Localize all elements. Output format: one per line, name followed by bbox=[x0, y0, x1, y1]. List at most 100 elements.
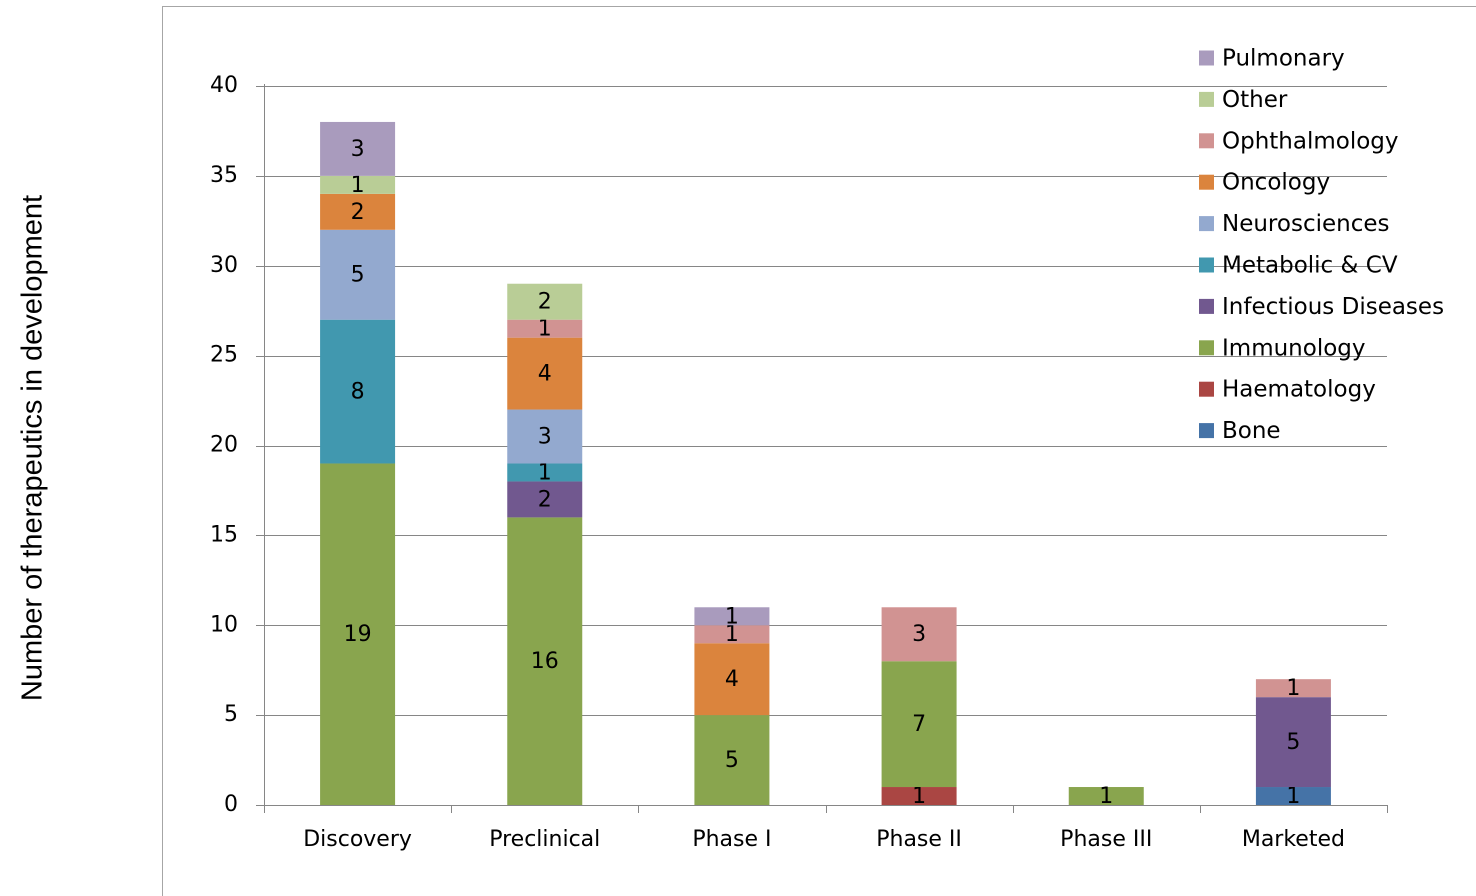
y-tick-label: 40 bbox=[210, 73, 238, 98]
data-label: 1 bbox=[725, 604, 739, 629]
y-tick-label: 0 bbox=[224, 792, 238, 817]
bar-stack-phase-iii: 1 bbox=[1068, 784, 1144, 809]
data-label: 4 bbox=[725, 667, 739, 692]
legend-swatch bbox=[1199, 91, 1214, 107]
y-tick-label: 35 bbox=[210, 163, 238, 188]
bar-segment-pulmonary bbox=[694, 607, 770, 626]
data-label: 4 bbox=[538, 362, 552, 387]
legend-label: Immunology bbox=[1222, 335, 1366, 361]
data-label: 2 bbox=[538, 487, 552, 512]
data-label: 1 bbox=[1286, 784, 1300, 809]
bar-segment-ophthalmology bbox=[507, 319, 583, 338]
legend-swatch bbox=[1199, 216, 1214, 232]
data-label: 5 bbox=[351, 263, 365, 288]
bar-segment-immunology bbox=[1068, 787, 1144, 805]
bar-segment-other bbox=[320, 175, 396, 194]
legend-label: Ophthalmology bbox=[1222, 128, 1399, 154]
data-label: 2 bbox=[538, 290, 552, 315]
data-label: 1 bbox=[725, 622, 739, 647]
bar-stack-phase-ii: 1 7 3 bbox=[881, 607, 957, 809]
y-axis-label: Number of therapeutics in development bbox=[17, 195, 49, 701]
x-tick-label: Phase III bbox=[1060, 827, 1152, 852]
legend: Pulmonary Other Ophthalmology Oncology Neuro… bbox=[1199, 46, 1444, 444]
legend-swatch bbox=[1199, 381, 1214, 397]
bar-segment-infectious-diseases bbox=[507, 481, 583, 518]
x-tick-label: Marketed bbox=[1242, 827, 1345, 852]
data-label: 3 bbox=[912, 622, 926, 647]
legend-item-bone: Bone bbox=[1199, 418, 1281, 444]
data-label: 8 bbox=[351, 380, 365, 405]
y-tick-label: 20 bbox=[210, 433, 238, 458]
data-label: 19 bbox=[344, 622, 372, 647]
bar-segment-infectious-diseases bbox=[1255, 697, 1331, 788]
x-tick-label: Discovery bbox=[303, 827, 412, 852]
legend-swatch bbox=[1199, 133, 1214, 149]
bar-segment-metabolic-and-cv bbox=[507, 463, 583, 482]
bar-segment-immunology bbox=[320, 463, 396, 805]
data-label: 1 bbox=[538, 317, 552, 342]
bar-segment-immunology bbox=[881, 661, 957, 788]
bar-segment-metabolic-and-cv bbox=[320, 319, 396, 464]
bar-segment-ophthalmology bbox=[881, 607, 957, 662]
legend-swatch bbox=[1199, 174, 1214, 190]
data-label: 7 bbox=[912, 712, 926, 737]
y-tick-label: 5 bbox=[224, 702, 238, 727]
bar-stack-phase-i: 5 4 11 bbox=[694, 604, 770, 805]
data-label: 5 bbox=[725, 748, 739, 773]
bar-segment-oncology bbox=[320, 193, 396, 230]
data-label: 1 bbox=[1286, 676, 1300, 701]
data-label: 5 bbox=[1286, 730, 1300, 755]
bar-segment-pulmonary bbox=[320, 121, 396, 176]
legend-swatch bbox=[1199, 340, 1214, 356]
legend-label: Pulmonary bbox=[1222, 46, 1345, 72]
legend-item-pulmonary: Pulmonary bbox=[1199, 46, 1345, 72]
legend-item-infectious-diseases: Infectious Diseases bbox=[1199, 294, 1444, 320]
data-label: 2 bbox=[351, 200, 365, 225]
y-tick-label: 30 bbox=[210, 253, 238, 278]
bar-stack-marketed: 1 5 1 bbox=[1255, 676, 1331, 809]
bar-segment-bone bbox=[1255, 787, 1331, 805]
x-axis bbox=[256, 84, 1388, 813]
legend-item-neurosciences: Neurosciences bbox=[1199, 211, 1389, 237]
bar-stack-discovery: 19 8 5 21 3 bbox=[320, 121, 396, 805]
legend-label: Haematology bbox=[1222, 377, 1376, 403]
legend-label: Neurosciences bbox=[1222, 211, 1389, 237]
legend-label: Infectious Diseases bbox=[1222, 294, 1444, 320]
legend-item-ophthalmology: Ophthalmology bbox=[1199, 128, 1399, 154]
data-label: 1 bbox=[538, 460, 552, 485]
x-tick-label: Preclinical bbox=[489, 827, 600, 852]
bar-segment-other bbox=[507, 283, 583, 320]
legend-item-haematology: Haematology bbox=[1199, 377, 1376, 403]
bar-segment-ophthalmology bbox=[694, 625, 770, 644]
bar-segment-immunology bbox=[694, 715, 770, 805]
legend-label: Bone bbox=[1222, 418, 1281, 444]
legend-label: Other bbox=[1222, 87, 1288, 113]
bar-segment-immunology bbox=[507, 517, 583, 805]
data-label: 1 bbox=[1099, 784, 1113, 809]
y-tick-label: 15 bbox=[210, 522, 238, 547]
legend-item-other: Other bbox=[1199, 87, 1288, 113]
y-tick-label: 10 bbox=[210, 612, 238, 637]
bar-segment-haematology bbox=[881, 787, 957, 805]
legend-item-oncology: Oncology bbox=[1199, 170, 1330, 196]
legend-item-immunology: Immunology bbox=[1199, 335, 1366, 361]
legend-swatch bbox=[1199, 423, 1214, 439]
bar-segment-ophthalmology bbox=[1255, 679, 1331, 698]
data-label: 3 bbox=[538, 425, 552, 450]
y-tick-label: 25 bbox=[210, 343, 238, 368]
legend-swatch bbox=[1199, 257, 1214, 273]
legend-swatch bbox=[1199, 50, 1214, 66]
legend-item-metabolic-and-cv: Metabolic & CV bbox=[1199, 253, 1398, 279]
data-label: 1 bbox=[912, 784, 926, 809]
bar-segment-neurosciences bbox=[320, 229, 396, 320]
x-tick-label: Phase II bbox=[876, 827, 962, 852]
x-axis-ticks: Discovery Preclinical Phase I Phase II Phase… bbox=[303, 827, 1345, 852]
data-label: 16 bbox=[531, 649, 559, 674]
legend-label: Metabolic & CV bbox=[1222, 253, 1398, 279]
x-tick-label: Phase I bbox=[692, 827, 771, 852]
y-axis-ticks: 0 5 10 15 20 25 30 35 40 bbox=[210, 73, 238, 817]
gridlines bbox=[256, 86, 1387, 716]
